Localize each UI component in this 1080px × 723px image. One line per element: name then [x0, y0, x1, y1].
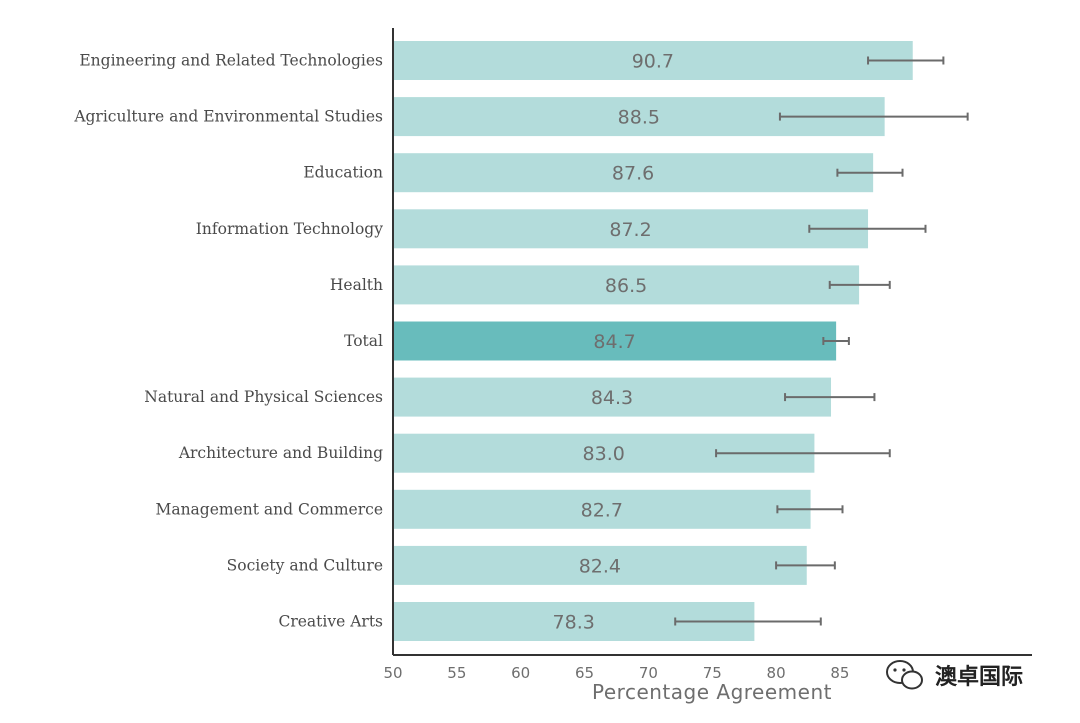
x-tick-label: 55 [447, 664, 466, 682]
x-tick-label: 70 [639, 664, 658, 682]
value-label: 84.3 [591, 387, 633, 409]
error-bar [775, 561, 836, 570]
value-label: 86.5 [605, 275, 647, 297]
bar-natural-and-physical-sciences [394, 377, 832, 417]
error-bar [867, 56, 945, 65]
x-tick-labels: 50 55 60 65 70 75 80 85 [383, 664, 849, 682]
error-bar [822, 337, 850, 345]
x-tick-label: 85 [830, 664, 849, 682]
category-label: Creative Arts [278, 613, 383, 631]
error-bar [808, 224, 927, 233]
value-label: 90.7 [632, 51, 674, 73]
category-label: Information Technology [196, 220, 383, 238]
error-bars-layer [674, 56, 969, 626]
wechat-icon [886, 660, 923, 690]
category-label: Education [303, 164, 383, 182]
error-bar [715, 449, 891, 458]
category-label: Management and Commerce [155, 500, 383, 518]
value-labels: 90.7 88.5 87.6 87.2 86.5 84.7 84.3 83.0 82.7 82.4… [553, 51, 674, 634]
bar-total [394, 321, 837, 361]
value-label: 87.2 [609, 219, 651, 241]
bar-management-and-commerce [394, 489, 811, 529]
value-label: 82.7 [581, 499, 623, 521]
error-bar [784, 393, 876, 402]
watermark: 澳卓国际 [886, 660, 1023, 690]
value-label: 87.6 [612, 163, 654, 185]
error-bar [674, 617, 822, 626]
bars-layer [394, 41, 913, 641]
category-label: Health [330, 276, 383, 294]
error-bar [776, 505, 844, 514]
error-bar [836, 168, 904, 177]
bar-health [394, 265, 860, 305]
value-label: 82.4 [579, 555, 621, 577]
value-label: 83.0 [583, 443, 625, 465]
bar-society-and-culture [394, 545, 807, 585]
value-label: 88.5 [618, 107, 660, 129]
x-tick-label: 80 [767, 664, 786, 682]
x-tick-label: 75 [703, 664, 722, 682]
x-tick-label: 60 [511, 664, 530, 682]
category-label: Society and Culture [227, 556, 383, 574]
error-bar [778, 112, 969, 121]
category-label: Engineering and Related Technologies [79, 52, 383, 70]
error-bar [828, 280, 891, 289]
bar-education [394, 153, 874, 193]
bar-engineering-and-related-technologies [394, 41, 913, 80]
value-label: 84.7 [593, 331, 635, 353]
x-tick-label: 65 [575, 664, 594, 682]
bar-information-technology [394, 209, 869, 249]
category-label: Agriculture and Environmental Studies [73, 108, 383, 126]
watermark-text: 澳卓国际 [935, 664, 1023, 690]
category-labels: Engineering and Related Technologies Agri… [73, 52, 383, 631]
category-label: Total [344, 332, 383, 350]
category-label: Architecture and Building [178, 444, 383, 462]
x-axis-title: Percentage Agreement [592, 680, 832, 704]
value-label: 78.3 [553, 612, 595, 634]
category-label: Natural and Physical Sciences [144, 388, 383, 406]
x-tick-label: 50 [383, 664, 402, 682]
